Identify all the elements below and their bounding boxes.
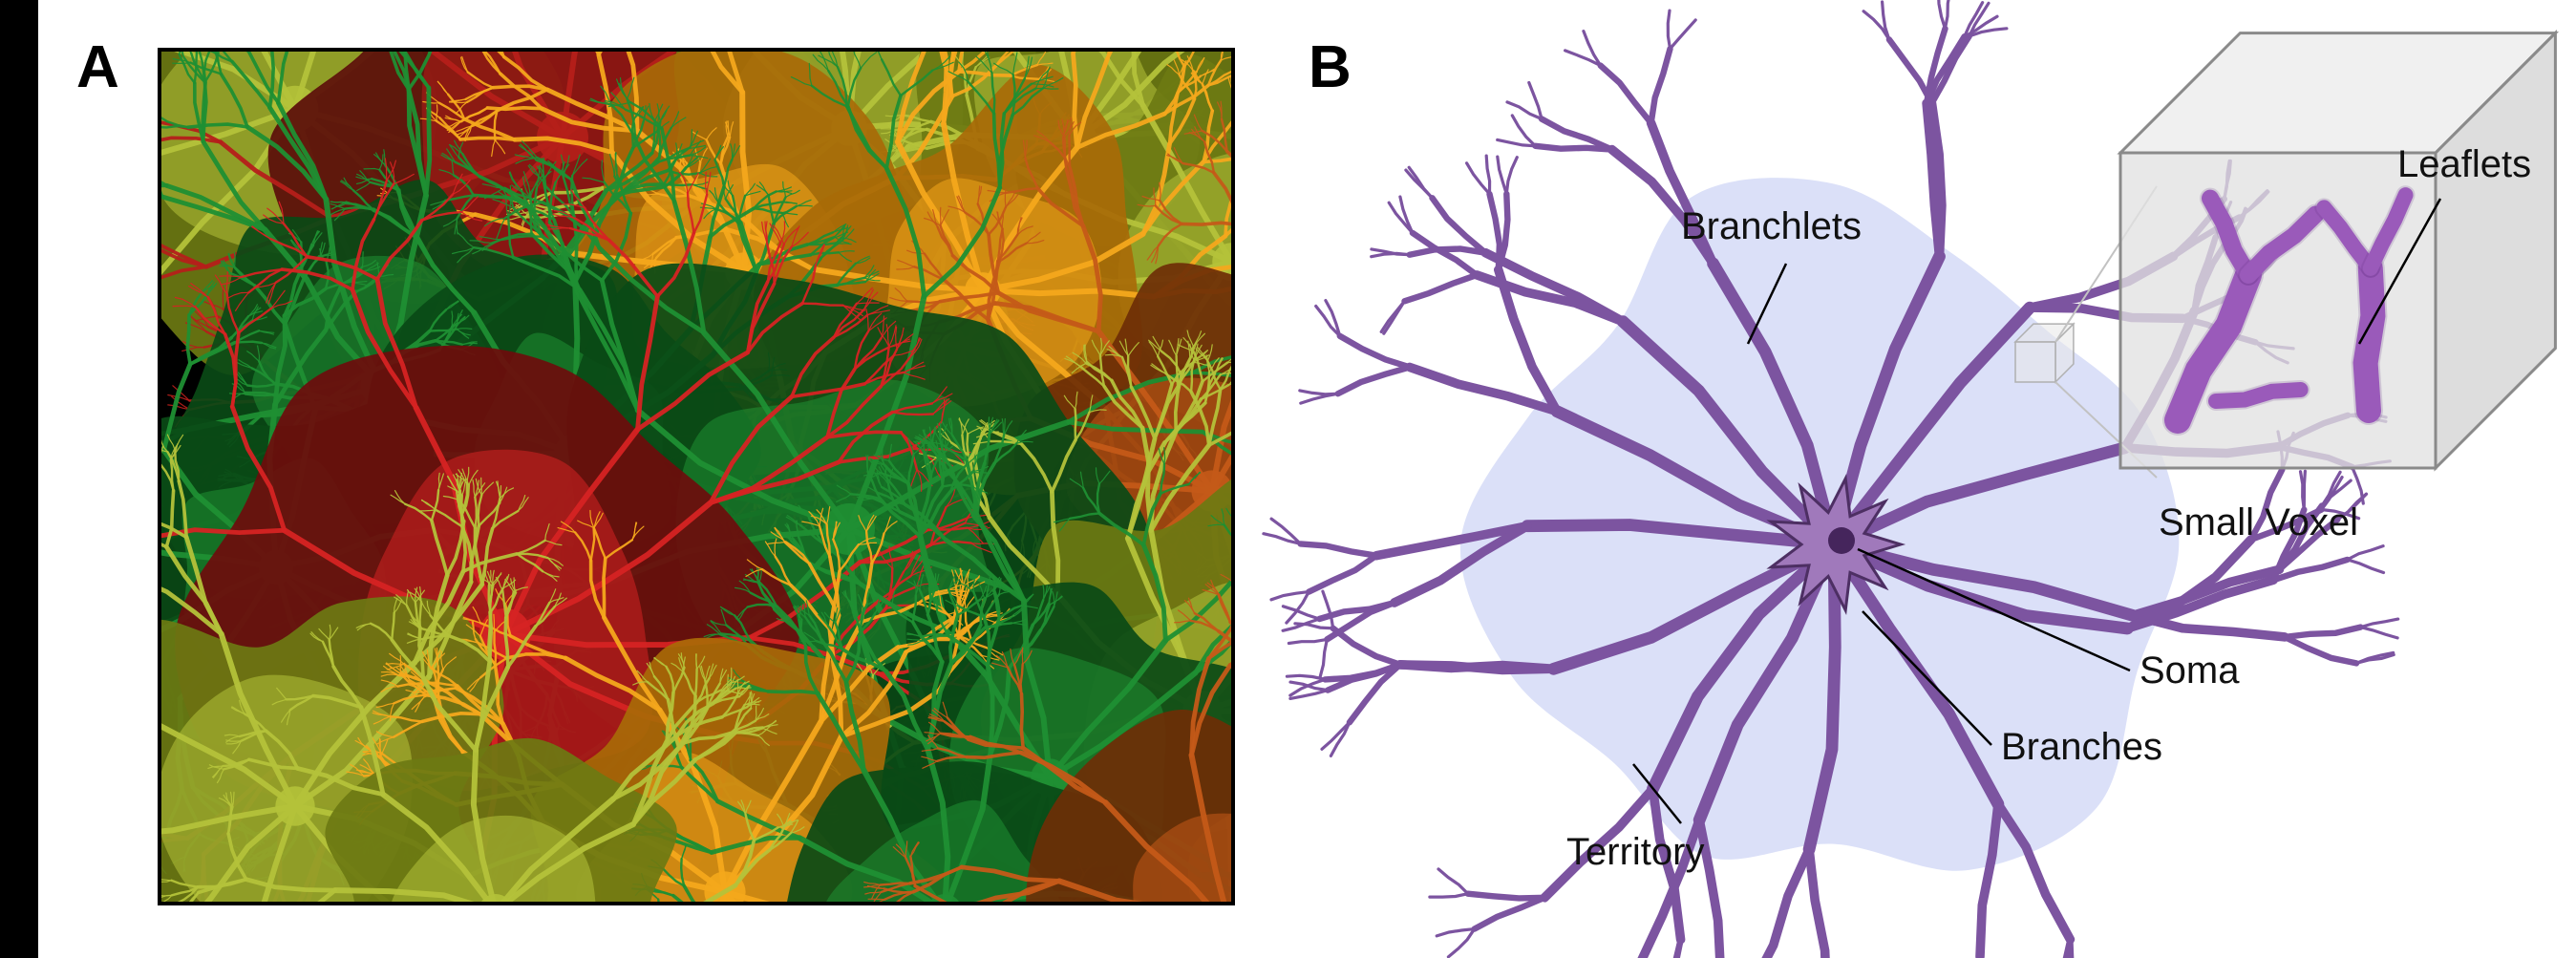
panel-a-label: A [76,33,119,101]
panel-a-image [158,48,1235,905]
left-black-bar [0,0,38,958]
label-territory: Territory [1566,831,1704,874]
label-branches: Branches [2001,726,2162,769]
label-soma: Soma [2140,649,2240,692]
label-leaflets: Leaflets [2397,143,2531,186]
label-small-voxel: Small Voxel [2159,501,2358,544]
panel-b-label: B [1309,33,1352,101]
figure-root: A B Branchlets Territory Branches Soma Leafl… [0,0,2576,958]
label-branchlets: Branchlets [1681,205,1862,248]
